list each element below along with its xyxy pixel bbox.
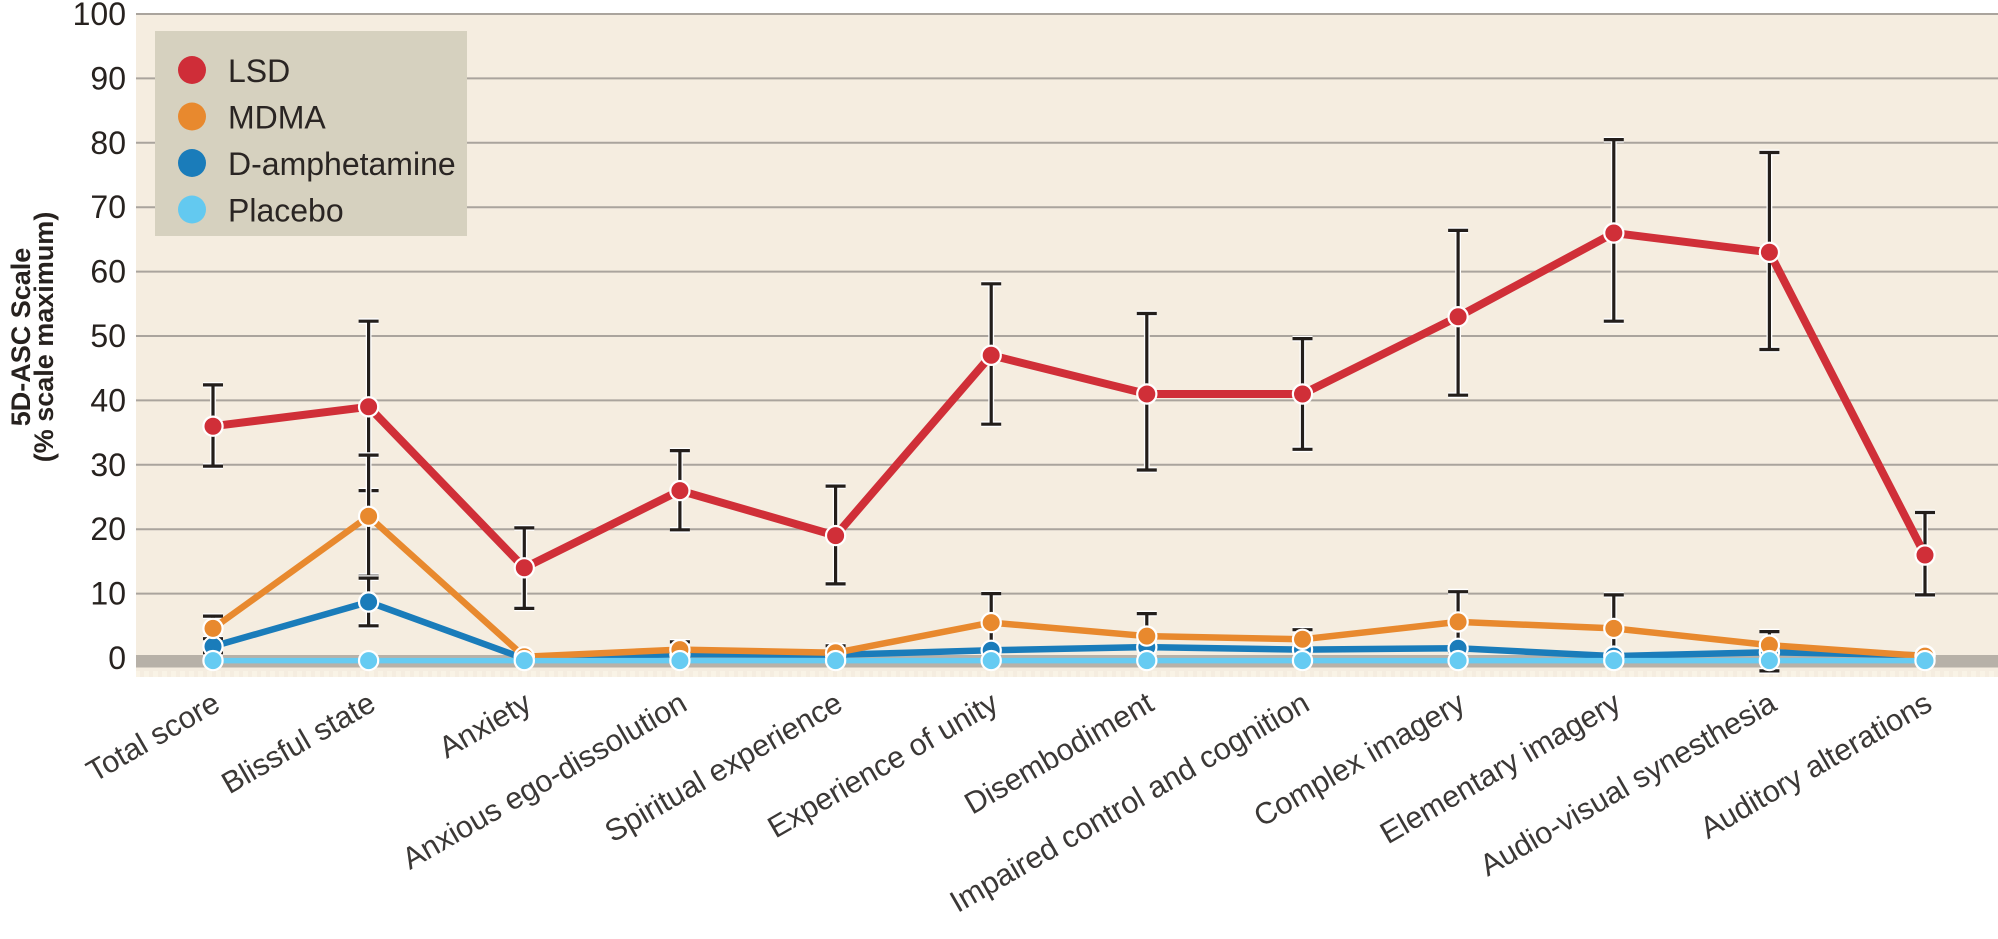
svg-text:D-amphetamine: D-amphetamine bbox=[228, 146, 456, 182]
svg-text:20: 20 bbox=[90, 511, 126, 547]
svg-text:Anxiety: Anxiety bbox=[433, 685, 537, 765]
svg-text:60: 60 bbox=[90, 254, 126, 290]
svg-text:MDMA: MDMA bbox=[228, 100, 326, 136]
svg-text:50: 50 bbox=[90, 318, 126, 354]
svg-text:90: 90 bbox=[90, 60, 126, 96]
svg-text:Audio-visual synesthesia: Audio-visual synesthesia bbox=[1474, 686, 1782, 883]
svg-text:0: 0 bbox=[108, 640, 126, 676]
svg-text:Blissful state: Blissful state bbox=[216, 686, 381, 801]
svg-text:70: 70 bbox=[90, 189, 126, 225]
svg-text:100: 100 bbox=[73, 0, 126, 32]
svg-text:(% scale maximum): (% scale maximum) bbox=[29, 212, 59, 463]
svg-text:5D-ASC Scale: 5D-ASC Scale bbox=[6, 248, 36, 427]
svg-text:40: 40 bbox=[90, 382, 126, 418]
svg-text:30: 30 bbox=[90, 447, 126, 483]
svg-text:10: 10 bbox=[90, 576, 126, 612]
svg-text:Total score: Total score bbox=[81, 686, 226, 789]
svg-text:Anxious ego-dissolution: Anxious ego-dissolution bbox=[396, 686, 692, 877]
svg-text:Placebo: Placebo bbox=[228, 193, 344, 229]
svg-text:LSD: LSD bbox=[228, 53, 290, 89]
svg-text:80: 80 bbox=[90, 125, 126, 161]
